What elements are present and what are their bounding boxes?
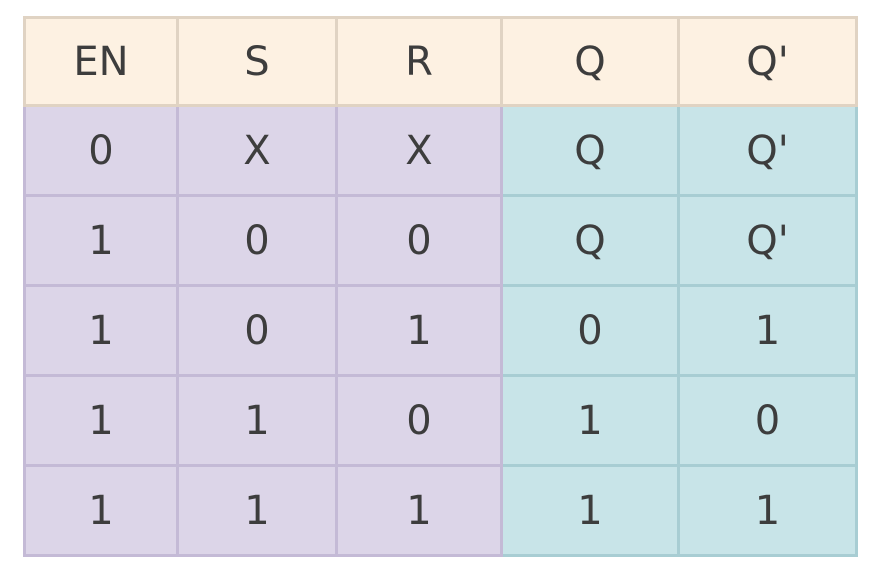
cell-r: 0 xyxy=(338,197,503,287)
cell-r: 1 xyxy=(338,287,503,377)
cell-q-bar: 0 xyxy=(680,377,858,467)
cell-s: 1 xyxy=(179,467,338,557)
truth-table: EN S R Q Q' 0 X X Q Q' 1 0 0 Q Q' 1 0 1 … xyxy=(23,16,858,557)
cell-en: 1 xyxy=(23,467,179,557)
cell-q-bar: 1 xyxy=(680,287,858,377)
cell-en: 1 xyxy=(23,377,179,467)
cell-en: 1 xyxy=(23,197,179,287)
cell-r: X xyxy=(338,107,503,197)
cell-r: 0 xyxy=(338,377,503,467)
header-q-bar: Q' xyxy=(680,16,858,107)
cell-q: Q xyxy=(503,107,680,197)
cell-q-bar: 1 xyxy=(680,467,858,557)
cell-en: 0 xyxy=(23,107,179,197)
header-s: S xyxy=(179,16,338,107)
cell-q: Q xyxy=(503,197,680,287)
cell-s: X xyxy=(179,107,338,197)
cell-q: 1 xyxy=(503,377,680,467)
cell-q-bar: Q' xyxy=(680,107,858,197)
cell-q: 0 xyxy=(503,287,680,377)
cell-q-bar: Q' xyxy=(680,197,858,287)
cell-q: 1 xyxy=(503,467,680,557)
header-en: EN xyxy=(23,16,179,107)
cell-s: 1 xyxy=(179,377,338,467)
cell-r: 1 xyxy=(338,467,503,557)
cell-s: 0 xyxy=(179,287,338,377)
header-r: R xyxy=(338,16,503,107)
cell-en: 1 xyxy=(23,287,179,377)
cell-s: 0 xyxy=(179,197,338,287)
header-q: Q xyxy=(503,16,680,107)
